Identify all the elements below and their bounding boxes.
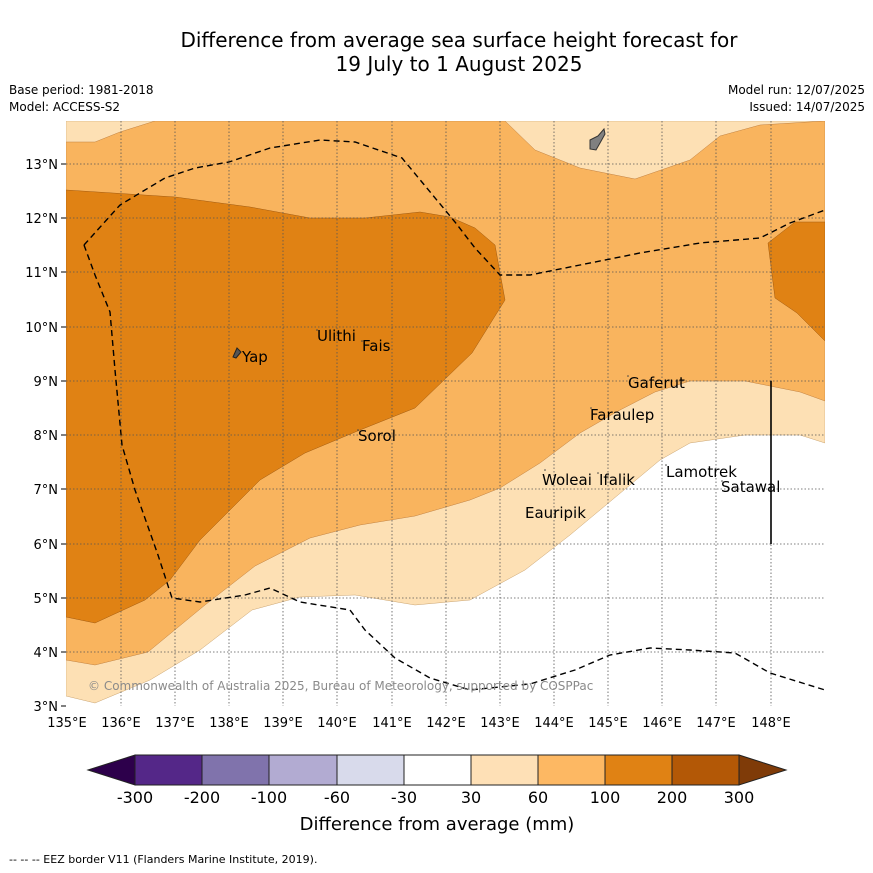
colorbar-swatch [403,754,472,786]
lon-label: 135°E [47,716,87,731]
colorbar-tick: -200 [184,788,220,807]
model-name: Model: ACCESS-S2 [9,100,121,114]
lon-labels: 135°E 136°E 137°E 138°E 139°E 140°E 141°… [47,716,791,731]
colorbar-tick: 30 [461,788,481,807]
label-faraulep: Faraulep [590,406,654,424]
lat-label: 8°N [34,429,59,444]
lon-label: 148°E [751,716,791,731]
label-eauripik: Eauripik [525,504,586,522]
lat-label: 11°N [25,266,58,281]
atoll-markers [316,329,723,482]
label-satawal: Satawal [721,478,780,496]
title-line-1: Difference from average sea surface heig… [180,28,738,52]
colorbar-max-extension [738,754,788,786]
lat-labels: 13°N 12°N 11°N 10°N 9°N 8°N 7°N 6°N 5°N … [25,158,58,715]
colorbar-tick: 60 [528,788,548,807]
label-gaferut: Gaferut [628,374,685,392]
lat-label: 3°N [34,700,59,715]
yap-island [232,347,242,359]
colorbar-swatch [336,754,405,786]
colorbar-tick: 200 [657,788,688,807]
band-100-200-east [767,221,825,342]
colorbar [86,754,788,786]
lon-label: 140°E [317,716,357,731]
colorbar-swatch [201,754,270,786]
colorbar-label: Difference from average (mm) [300,814,575,835]
colorbar-swatch [671,754,740,786]
colorbar-tick: -60 [324,788,350,807]
lat-label: 7°N [34,483,59,498]
label-woleai: Woleai [542,471,592,489]
colorbar-tick: -300 [117,788,153,807]
colorbar-swatch [604,754,673,786]
meta-left: Base period: 1981-2018 Model: ACCESS-S2 [9,82,154,116]
label-yap: Yap [241,348,268,366]
map-area: Yap Ulithi Fais Sorol Gaferut Faraulep L… [66,121,825,706]
axis-ticks [61,163,66,707]
eez-border [83,139,825,691]
colorbar-swatch [470,754,539,786]
lon-label: 137°E [155,716,195,731]
lon-label: 136°E [101,716,141,731]
lat-label: 6°N [34,538,59,553]
colorbar-swatch [537,754,606,786]
lon-label: 139°E [263,716,303,731]
lon-label: 142°E [426,716,466,731]
lon-label: 144°E [534,716,574,731]
colorbar-min-extension [86,754,136,786]
lat-label: 13°N [25,158,58,173]
eez-legend-footnote: -- -- -- EEZ border V11 (Flanders Marine… [9,853,318,866]
lon-label: 141°E [372,716,412,731]
lat-label: 12°N [25,212,58,227]
lat-label: 4°N [34,646,59,661]
band-100-200 [66,189,506,624]
label-ulithi: Ulithi [317,327,356,345]
lon-label: 138°E [209,716,249,731]
model-run: Model run: 12/07/2025 [727,83,865,97]
label-sorol: Sorol [358,427,396,445]
label-ifalik: Ifalik [599,471,635,489]
colorbar-swatch [134,754,203,786]
colorbar-tick: -100 [251,788,287,807]
title-line-2: 19 July to 1 August 2025 [335,52,583,76]
colorbar-tick: 300 [724,788,755,807]
label-lamotrek: Lamotrek [666,463,737,481]
issued-date: Issued: 14/07/2025 [749,100,865,114]
copyright-notice: © Commonwealth of Australia 2025, Bureau… [88,679,593,693]
lon-label: 147°E [696,716,736,731]
colorbar-swatch [268,754,338,786]
graticule [66,121,825,706]
guam-island [589,127,606,151]
base-period: Base period: 1981-2018 [9,83,154,97]
lat-label: 10°N [25,321,58,336]
lon-label: 146°E [642,716,682,731]
lon-label: 145°E [588,716,628,731]
lon-label: 143°E [480,716,520,731]
lat-label: 5°N [34,592,59,607]
map-title: Difference from average sea surface heig… [0,28,873,76]
label-fais: Fais [362,337,391,355]
colorbar-ticks: -300 -200 -100 -60 -30 30 60 100 200 300 [117,788,754,807]
meta-right: Model run: 12/07/2025 Issued: 14/07/2025 [728,82,865,116]
lat-label: 9°N [34,375,59,390]
colorbar-tick: 100 [590,788,621,807]
colorbar-tick: -30 [391,788,417,807]
